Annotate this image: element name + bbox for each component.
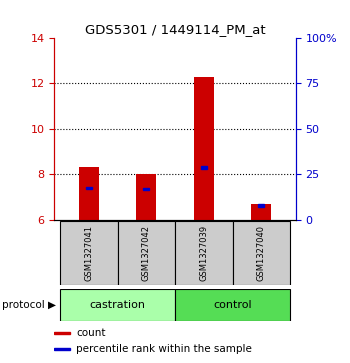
Bar (258, 204, 264, 207)
Bar (175, 289, 290, 321)
Bar (118, 221, 175, 285)
Text: castration: castration (90, 300, 146, 310)
Bar (136, 174, 156, 220)
Bar (86, 187, 92, 189)
Bar (232, 221, 290, 285)
Text: GSM1327040: GSM1327040 (257, 225, 266, 281)
Text: GSM1327041: GSM1327041 (84, 225, 93, 281)
Bar (60, 289, 175, 321)
Bar (54, 332, 70, 334)
Bar (60, 221, 118, 285)
Bar (144, 188, 149, 190)
Bar (54, 348, 70, 350)
Bar (251, 204, 271, 220)
Title: GDS5301 / 1449114_PM_at: GDS5301 / 1449114_PM_at (85, 23, 265, 36)
Text: protocol ▶: protocol ▶ (2, 300, 56, 310)
Text: control: control (213, 300, 252, 310)
Bar (201, 166, 206, 168)
Text: count: count (76, 328, 105, 338)
Text: GSM1327042: GSM1327042 (142, 225, 151, 281)
Bar (175, 221, 232, 285)
Bar (194, 77, 214, 220)
Text: percentile rank within the sample: percentile rank within the sample (76, 344, 252, 354)
Bar (79, 167, 99, 220)
Text: GSM1327039: GSM1327039 (199, 225, 208, 281)
